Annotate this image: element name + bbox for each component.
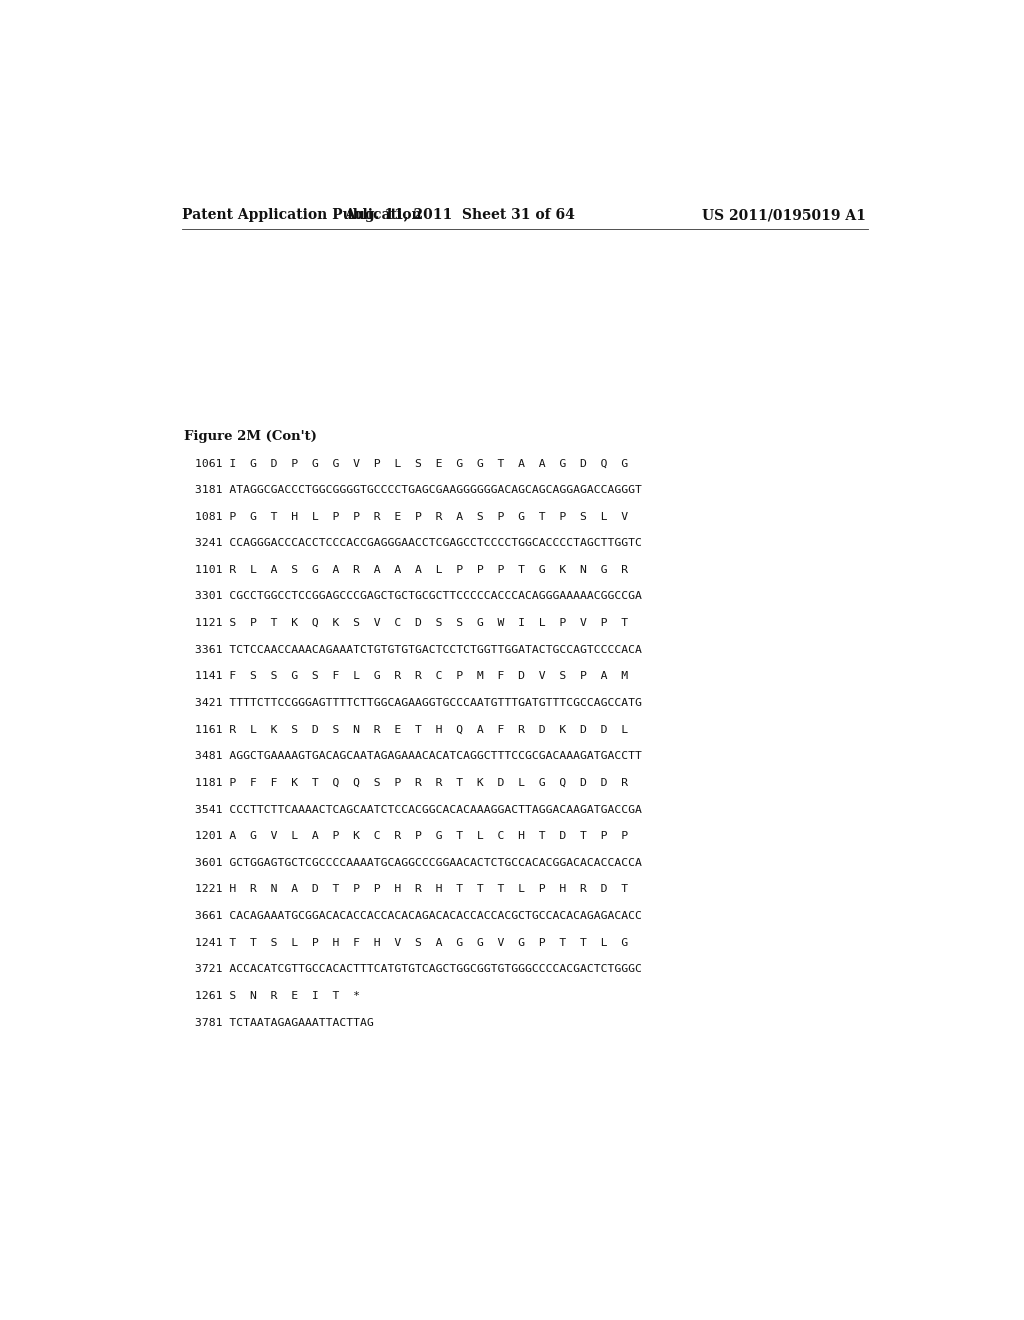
Text: 1261 S  N  R  E  I  T  *: 1261 S N R E I T * (196, 991, 360, 1001)
Text: 3541 CCCTTCTTCAAAACTCAGCAATCTCCACGGCACACAAAGGACTTAGGACAAGATGACCGA: 3541 CCCTTCTTCAAAACTCAGCAATCTCCACGGCACAC… (196, 804, 642, 814)
Text: Patent Application Publication: Patent Application Publication (182, 209, 422, 222)
Text: 3301 CGCCTGGCCTCCGGAGCCCGAGCTGCTGCGCTTCCCCCACCCACAGGGAAAAACGGCCGA: 3301 CGCCTGGCCTCCGGAGCCCGAGCTGCTGCGCTTCC… (196, 591, 642, 602)
Text: US 2011/0195019 A1: US 2011/0195019 A1 (702, 209, 866, 222)
Text: 1121 S  P  T  K  Q  K  S  V  C  D  S  S  G  W  I  L  P  V  P  T: 1121 S P T K Q K S V C D S S G W I L P V… (196, 618, 629, 628)
Text: 1221 H  R  N  A  D  T  P  P  H  R  H  T  T  T  L  P  H  R  D  T: 1221 H R N A D T P P H R H T T T L P H R… (196, 884, 629, 895)
Text: 1081 P  G  T  H  L  P  P  R  E  P  R  A  S  P  G  T  P  S  L  V: 1081 P G T H L P P R E P R A S P G T P S… (196, 512, 629, 521)
Text: 3781 TCTAATAGAGAAATTACTTAG: 3781 TCTAATAGAGAAATTACTTAG (196, 1018, 374, 1027)
Text: 1181 P  F  F  K  T  Q  Q  S  P  R  R  T  K  D  L  G  Q  D  D  R: 1181 P F F K T Q Q S P R R T K D L G Q D… (196, 777, 629, 788)
Text: 3721 ACCACATCGTTGCCACACTTTCATGTGTCAGCTGGCGGTGTGGGCCCCACGACTCTGGGC: 3721 ACCACATCGTTGCCACACTTTCATGTGTCAGCTGG… (196, 965, 642, 974)
Text: Aug. 11, 2011  Sheet 31 of 64: Aug. 11, 2011 Sheet 31 of 64 (344, 209, 575, 222)
Text: 1101 R  L  A  S  G  A  R  A  A  A  L  P  P  P  T  G  K  N  G  R: 1101 R L A S G A R A A A L P P P T G K N… (196, 565, 629, 574)
Text: Figure 2M (Con't): Figure 2M (Con't) (183, 430, 316, 444)
Text: 1141 F  S  S  G  S  F  L  G  R  R  C  P  M  F  D  V  S  P  A  M: 1141 F S S G S F L G R R C P M F D V S P… (196, 672, 629, 681)
Text: 1161 R  L  K  S  D  S  N  R  E  T  H  Q  A  F  R  D  K  D  D  L: 1161 R L K S D S N R E T H Q A F R D K D… (196, 725, 629, 735)
Text: 3481 AGGCTGAAAAGTGACAGCAATAGAGAAACACATCAGGCTTTCCGCGACAAAGATGACCTT: 3481 AGGCTGAAAAGTGACAGCAATAGAGAAACACATCA… (196, 751, 642, 762)
Text: 1241 T  T  S  L  P  H  F  H  V  S  A  G  G  V  G  P  T  T  L  G: 1241 T T S L P H F H V S A G G V G P T T… (196, 937, 629, 948)
Text: 3601 GCTGGAGTGCTCGCCCCAAAATGCAGGCCCGGAACACTCTGCCACACGGACACACCACCA: 3601 GCTGGAGTGCTCGCCCCAAAATGCAGGCCCGGAAC… (196, 858, 642, 867)
Text: 3361 TCTCCAACCAAACAGAAATCTGTGTGTGACTCCTCTGGTTGGATACTGCCAGTCCCCACA: 3361 TCTCCAACCAAACAGAAATCTGTGTGTGACTCCTC… (196, 644, 642, 655)
Text: 3421 TTTTCTTCCGGGAGTTTTCTTGGCAGAAGGTGCCCAATGTTTGATGTTTCGCCAGCCATG: 3421 TTTTCTTCCGGGAGTTTTCTTGGCAGAAGGTGCCC… (196, 698, 642, 708)
Text: 3181 ATAGGCGACCCTGGCGGGGTGCCCCTGAGCGAAGGGGGGACAGCAGCAGGAGACCAGGGT: 3181 ATAGGCGACCCTGGCGGGGTGCCCCTGAGCGAAGG… (196, 484, 642, 495)
Text: 3661 CACAGAAATGCGGACACACCACCACACAGACACACCACCACGCTGCCACACAGAGACACC: 3661 CACAGAAATGCGGACACACCACCACACAGACACAC… (196, 911, 642, 921)
Text: 1061 I  G  D  P  G  G  V  P  L  S  E  G  G  T  A  A  G  D  Q  G: 1061 I G D P G G V P L S E G G T A A G D… (196, 458, 629, 469)
Text: 3241 CCAGGGACCCACCTCCCACCGAGGGAACCTCGAGCCTCCCCTGGCACCCCTAGCTTGGTC: 3241 CCAGGGACCCACCTCCCACCGAGGGAACCTCGAGC… (196, 539, 642, 548)
Text: 1201 A  G  V  L  A  P  K  C  R  P  G  T  L  C  H  T  D  T  P  P: 1201 A G V L A P K C R P G T L C H T D T… (196, 832, 629, 841)
